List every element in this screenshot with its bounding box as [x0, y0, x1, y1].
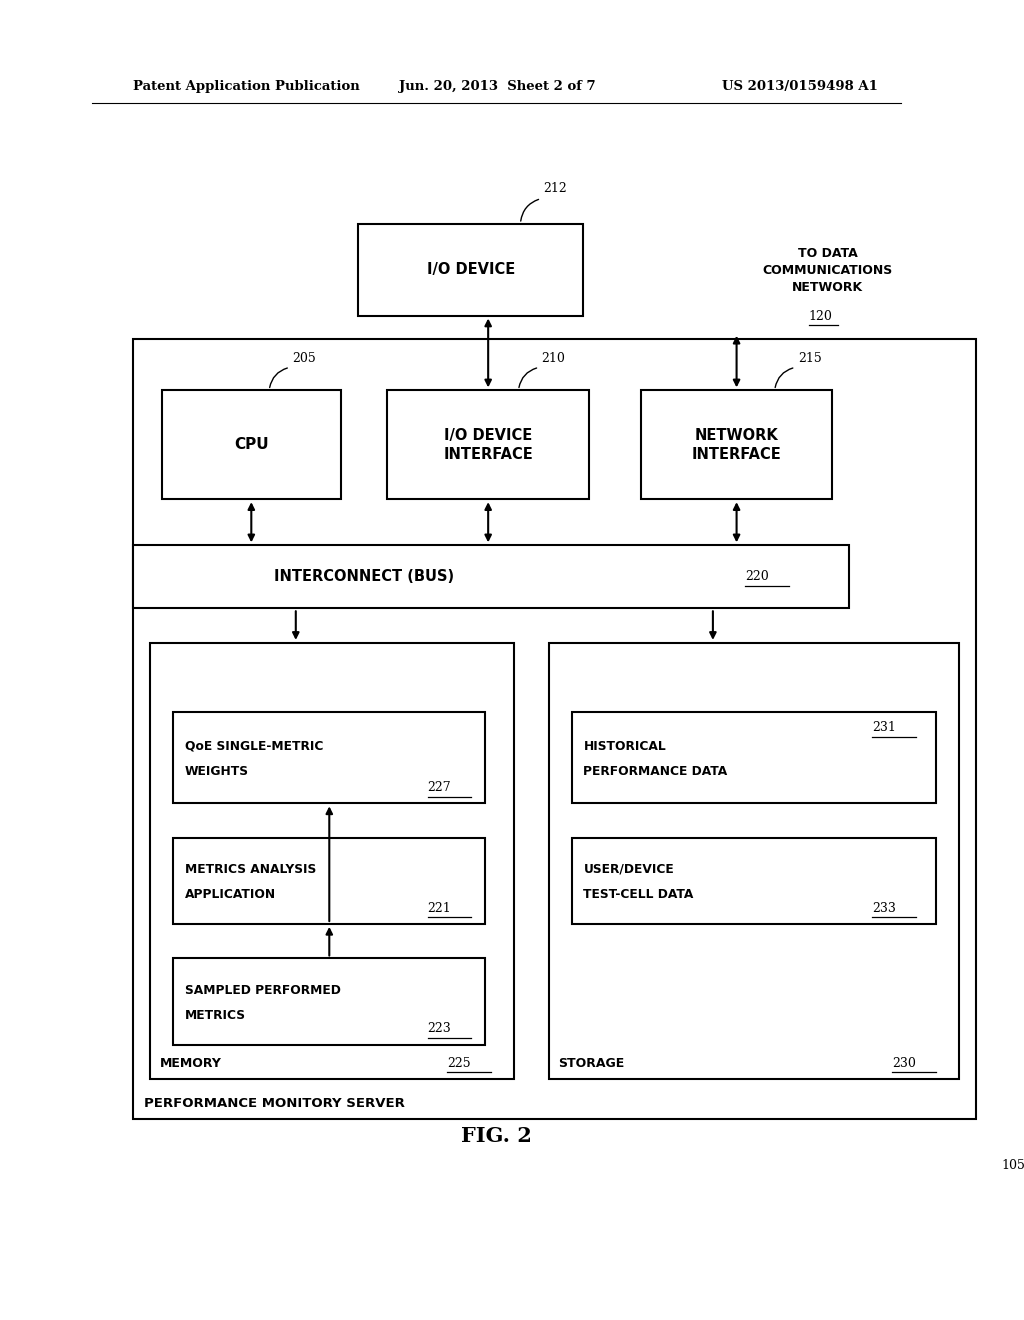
Text: METRICS: METRICS — [185, 1008, 246, 1022]
Text: SAMPLED PERFORMED: SAMPLED PERFORMED — [185, 983, 341, 997]
Bar — [162, 391, 341, 499]
Text: USER/DEVICE: USER/DEVICE — [584, 863, 674, 876]
Text: Jun. 20, 2013  Sheet 2 of 7: Jun. 20, 2013 Sheet 2 of 7 — [398, 79, 595, 92]
Text: I/O DEVICE
INTERFACE: I/O DEVICE INTERFACE — [443, 428, 534, 462]
Text: HISTORICAL: HISTORICAL — [584, 739, 667, 752]
Text: CPU: CPU — [234, 437, 268, 453]
Bar — [358, 224, 584, 315]
Text: FIG. 2: FIG. 2 — [462, 1126, 532, 1146]
Text: 223: 223 — [427, 1022, 452, 1035]
Text: WEIGHTS: WEIGHTS — [185, 764, 249, 777]
Bar — [641, 391, 831, 499]
Text: 225: 225 — [447, 1057, 471, 1069]
Text: 220: 220 — [745, 570, 769, 583]
Text: TO DATA
COMMUNICATIONS
NETWORK: TO DATA COMMUNICATIONS NETWORK — [763, 247, 893, 294]
Bar — [173, 711, 485, 804]
Text: 233: 233 — [872, 902, 896, 915]
Bar — [133, 545, 849, 609]
Bar — [549, 643, 959, 1078]
Bar — [151, 643, 514, 1078]
Text: I/O DEVICE: I/O DEVICE — [427, 263, 515, 277]
Text: INTERCONNECT (BUS): INTERCONNECT (BUS) — [273, 569, 454, 585]
Text: 212: 212 — [544, 182, 567, 195]
Text: METRICS ANALYSIS: METRICS ANALYSIS — [185, 863, 316, 876]
Bar — [133, 339, 976, 1119]
Text: 105: 105 — [1001, 1159, 1024, 1172]
Text: PERFORMANCE DATA: PERFORMANCE DATA — [584, 764, 728, 777]
Text: 210: 210 — [542, 352, 565, 366]
Text: 227: 227 — [427, 781, 452, 795]
Bar — [572, 838, 936, 924]
Text: 215: 215 — [798, 352, 821, 366]
Text: 230: 230 — [892, 1057, 915, 1069]
Text: 205: 205 — [292, 352, 316, 366]
Text: TEST-CELL DATA: TEST-CELL DATA — [584, 888, 694, 902]
Text: MEMORY: MEMORY — [160, 1057, 221, 1069]
Text: QoE SINGLE-METRIC: QoE SINGLE-METRIC — [185, 739, 324, 752]
Bar — [173, 958, 485, 1044]
Text: STORAGE: STORAGE — [558, 1057, 625, 1069]
Text: 231: 231 — [872, 721, 896, 734]
Text: US 2013/0159498 A1: US 2013/0159498 A1 — [722, 79, 879, 92]
Text: PERFORMANCE MONITORY SERVER: PERFORMANCE MONITORY SERVER — [144, 1097, 406, 1110]
Text: 120: 120 — [809, 310, 833, 323]
Bar — [387, 391, 589, 499]
Bar — [572, 711, 936, 804]
Text: APPLICATION: APPLICATION — [185, 888, 276, 902]
Text: Patent Application Publication: Patent Application Publication — [133, 79, 359, 92]
Text: 221: 221 — [427, 902, 452, 915]
Bar — [173, 838, 485, 924]
Text: NETWORK
INTERFACE: NETWORK INTERFACE — [691, 428, 781, 462]
